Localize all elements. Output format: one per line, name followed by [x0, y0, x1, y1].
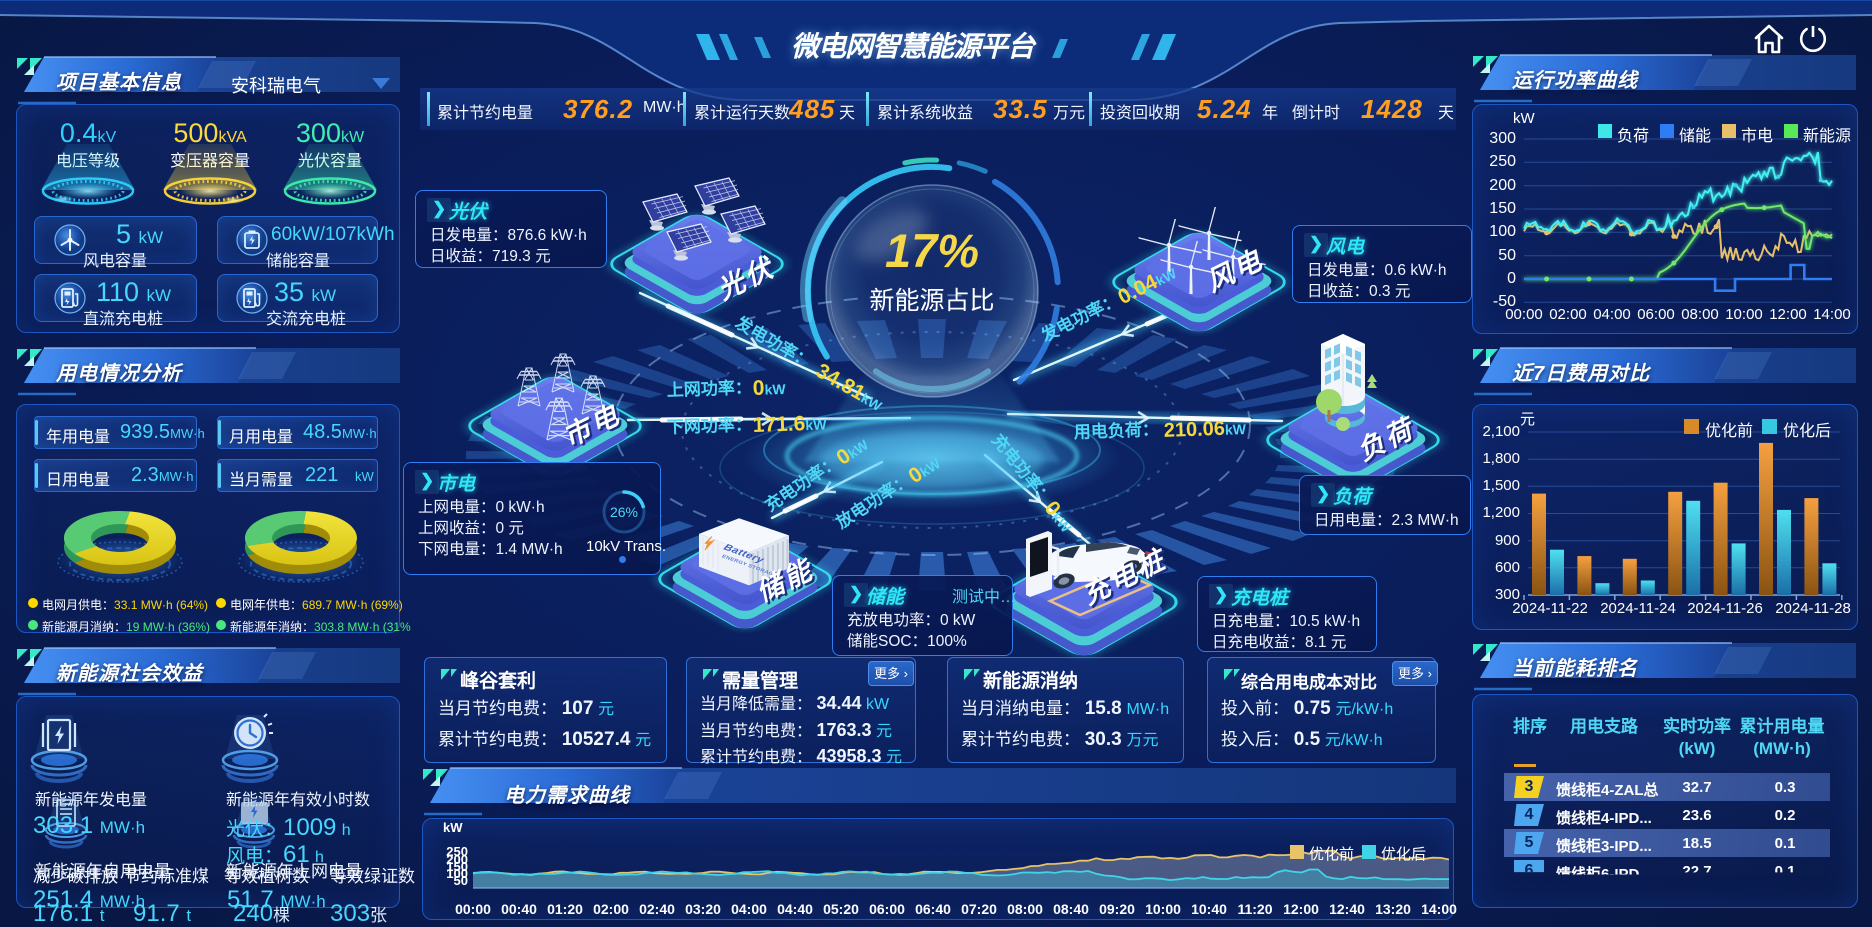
- svg-text:0kW: 0kW: [752, 376, 786, 400]
- svg-text:210.06kW: 210.06kW: [1163, 417, 1247, 442]
- svg-text:用电负荷：: 用电负荷：: [1073, 419, 1159, 442]
- svg-text:26%: 26%: [610, 504, 638, 520]
- svg-text:新能源占比: 新能源占比: [869, 287, 994, 315]
- svg-text:17%: 17%: [885, 224, 979, 277]
- svg-text:下网功率：: 下网功率：: [666, 414, 752, 437]
- svg-text:上网功率：: 上网功率：: [666, 377, 752, 400]
